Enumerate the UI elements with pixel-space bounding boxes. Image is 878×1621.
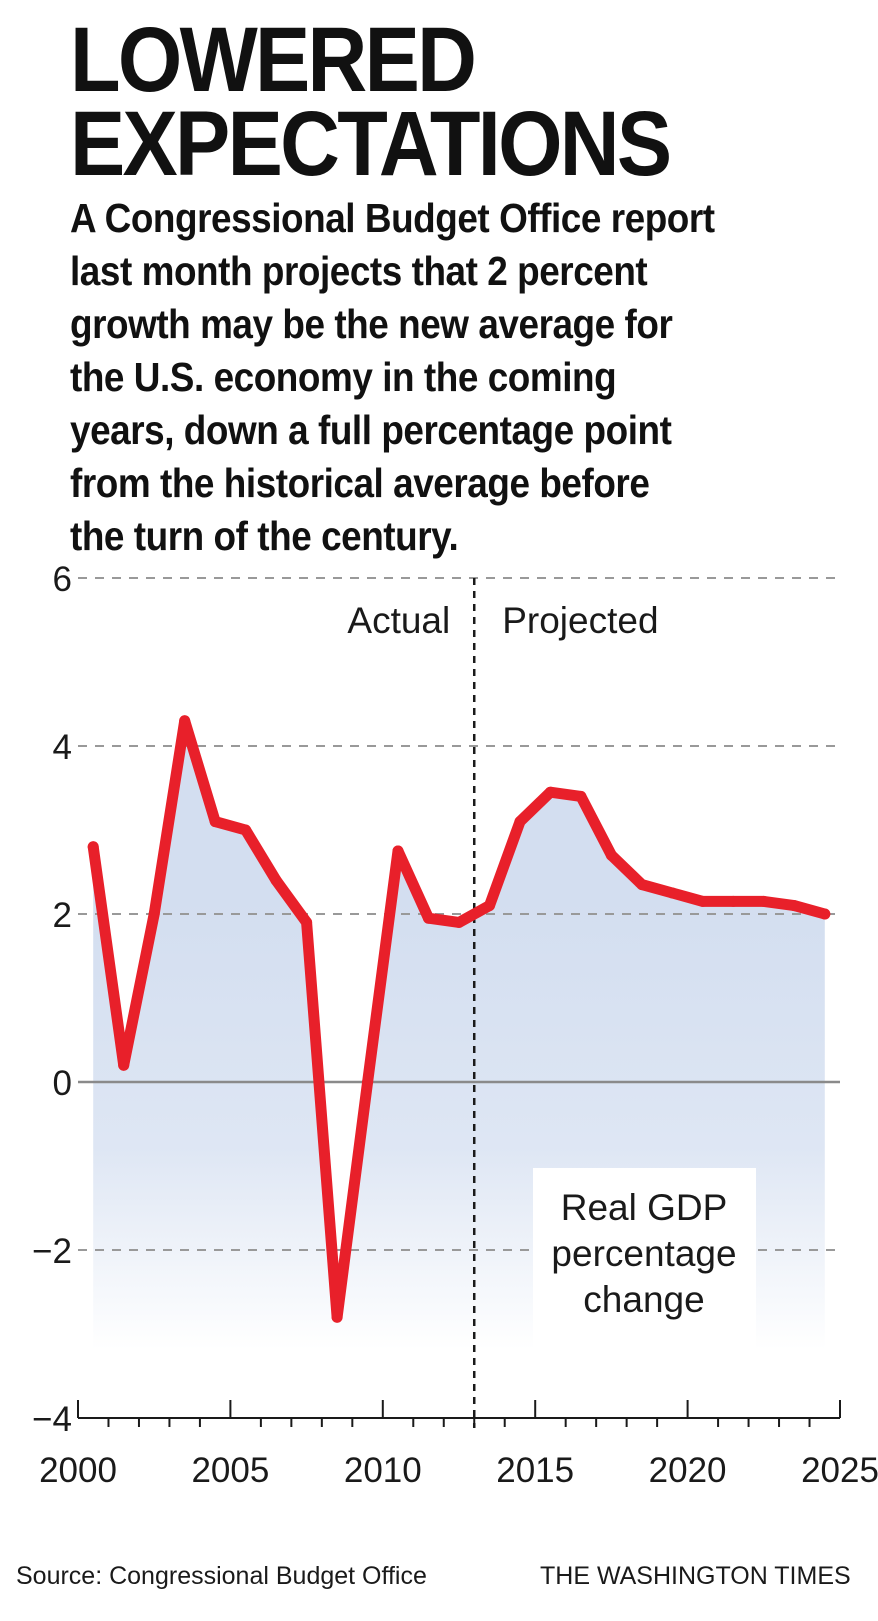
gdp-data-point xyxy=(118,1059,130,1071)
gdp-data-point xyxy=(544,786,556,798)
annotation-line: percentage xyxy=(551,1233,736,1274)
y-tick-label: −4 xyxy=(32,1400,72,1439)
gdp-data-point xyxy=(605,849,617,861)
y-tick-label: −2 xyxy=(32,1232,72,1271)
gdp-data-point xyxy=(575,790,587,802)
x-tick-label: 2010 xyxy=(344,1451,422,1490)
deck-line: last month projects that 2 percent xyxy=(70,248,648,294)
deck-text: A Congressional Budget Office report las… xyxy=(70,192,826,563)
gdp-data-point xyxy=(148,908,160,920)
gdp-data-point xyxy=(423,912,434,924)
gdp-data-point xyxy=(209,816,221,828)
gdp-data-point xyxy=(362,1076,374,1088)
headline-line: LOWERED xyxy=(70,9,477,111)
gdp-data-point xyxy=(758,895,770,907)
deck-line: years, down a full percentage point xyxy=(70,407,672,453)
gdp-data-point xyxy=(697,895,709,907)
deck-line: A Congressional Budget Office report xyxy=(70,195,715,241)
x-tick-label: 2005 xyxy=(191,1451,269,1490)
y-tick-label: 4 xyxy=(53,728,72,767)
gdp-data-point xyxy=(179,715,191,727)
x-tick-label: 2025 xyxy=(801,1451,878,1490)
annotation-line: change xyxy=(583,1279,704,1320)
x-tick-label: 2015 xyxy=(496,1451,574,1490)
gdp-data-point xyxy=(788,900,800,912)
gdp-data-point xyxy=(87,841,99,853)
publisher-credit: THE WASHINGTON TIMES xyxy=(540,1562,851,1590)
annotation-box xyxy=(533,1168,756,1350)
gdp-data-point xyxy=(819,908,831,920)
y-tick-label: 2 xyxy=(53,896,72,935)
gdp-data-point xyxy=(270,874,282,886)
actual-label: Actual xyxy=(347,600,450,641)
gdp-data-point xyxy=(240,824,252,836)
projected-label: Projected xyxy=(502,600,658,641)
gdp-data-point xyxy=(331,1311,343,1323)
source-note: Source: Congressional Budget Office xyxy=(16,1562,427,1590)
deck-line: from the historical average before xyxy=(70,460,650,506)
annotation-line: Real GDP xyxy=(561,1187,728,1228)
gdp-data-point xyxy=(514,816,526,828)
deck-line: growth may be the new average for xyxy=(70,301,673,347)
gdp-data-point xyxy=(484,900,495,912)
gdp-data-point xyxy=(453,916,465,928)
gdp-data-point xyxy=(666,887,678,899)
headline-line: EXPECTATIONS xyxy=(70,93,672,195)
x-tick-label: 2000 xyxy=(39,1451,117,1490)
x-tick-label: 2020 xyxy=(649,1451,727,1490)
gdp-data-point xyxy=(727,895,739,907)
headline: LOWERED EXPECTATIONS xyxy=(70,9,781,195)
deck-line: the turn of the century. xyxy=(70,513,459,559)
gdp-data-point xyxy=(392,845,404,857)
gdp-data-point xyxy=(301,916,313,928)
deck-line: the U.S. economy in the coming xyxy=(70,354,617,400)
y-tick-label: 6 xyxy=(53,560,72,599)
y-tick-label: 0 xyxy=(53,1064,72,1103)
gdp-data-point xyxy=(636,879,648,891)
